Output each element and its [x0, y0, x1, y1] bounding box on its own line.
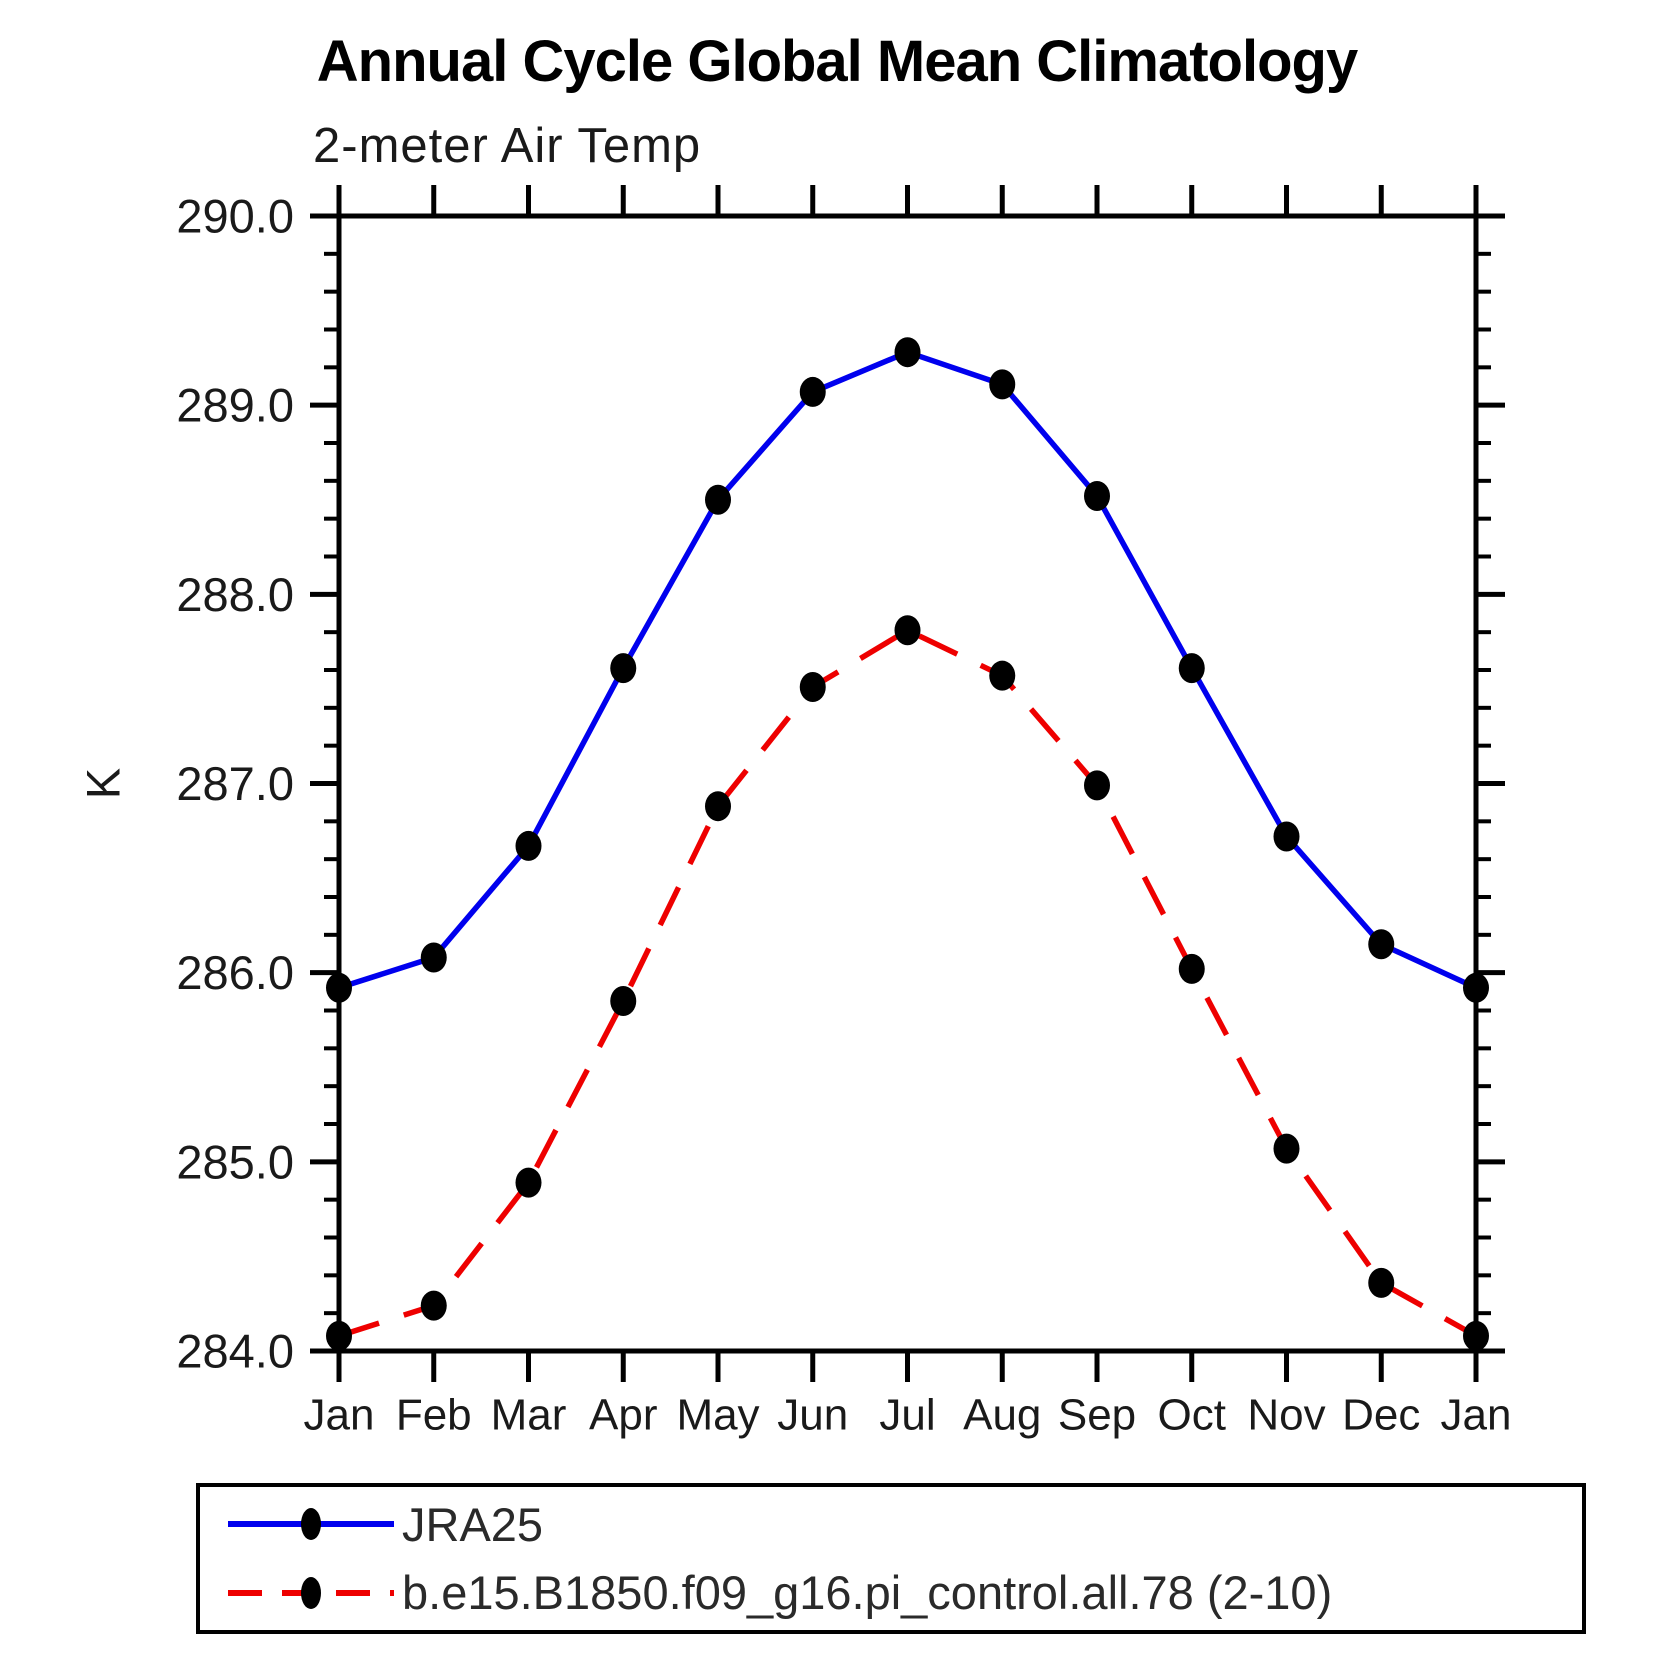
data-point-marker [1273, 821, 1300, 852]
x-tick-label: Jan [1441, 1391, 1512, 1440]
data-point-marker [989, 660, 1016, 691]
y-tick-label: 289.0 [176, 379, 294, 432]
legend-item-model: b.e15.B1850.f09_g16.pi_control.all.78 (2… [200, 1562, 1582, 1624]
y-axis-label: K [77, 768, 130, 799]
data-point-marker [420, 1290, 447, 1321]
data-point-marker [515, 830, 542, 861]
x-tick-label: Apr [589, 1391, 657, 1440]
data-point-marker [1273, 1133, 1300, 1164]
chart-title: Annual Cycle Global Mean Climatology [316, 29, 1358, 94]
y-tick-label: 285.0 [176, 1135, 294, 1188]
x-tick-label: May [676, 1391, 759, 1440]
data-point-marker [1084, 770, 1110, 801]
y-tick-label: 287.0 [176, 757, 294, 810]
data-point-marker [420, 942, 447, 973]
y-tick-label: 290.0 [176, 190, 294, 243]
legend-marker-dot [301, 1508, 321, 1541]
data-point-marker [705, 791, 731, 822]
legend-marker-dot [301, 1576, 321, 1609]
data-point-marker [515, 1167, 542, 1198]
data-point-marker [1368, 1267, 1395, 1298]
x-tick-label: Nov [1247, 1391, 1325, 1440]
y-tick-label: 284.0 [176, 1325, 294, 1378]
y-tick-label: 286.0 [176, 946, 294, 999]
plot-border [336, 213, 1479, 1354]
data-point-marker [1178, 653, 1205, 684]
data-point-marker [326, 1320, 352, 1351]
data-point-marker [610, 986, 637, 1017]
x-tick-label: Aug [963, 1391, 1041, 1440]
chart-subtitle: 2-meter Air Temp [313, 119, 702, 173]
x-tick-label: Jul [879, 1391, 935, 1440]
x-tick-label: Feb [396, 1391, 472, 1440]
legend-line-sample-dashed [228, 1576, 394, 1609]
data-point-marker [1084, 480, 1110, 511]
x-tick-label: Mar [491, 1391, 567, 1440]
series-line-jra25 [338, 349, 1478, 991]
x-tick-label: Dec [1342, 1391, 1420, 1440]
data-point-marker [799, 376, 826, 407]
data-point-marker [894, 337, 921, 368]
legend-label-model: b.e15.B1850.f09_g16.pi_control.all.78 (2… [402, 1566, 1333, 1620]
y-tick-label: 288.0 [176, 568, 294, 621]
legend-item-jra25: JRA25 [200, 1493, 1582, 1555]
data-point-marker [610, 653, 637, 684]
series-line-model [338, 627, 1478, 1339]
data-point-marker [1463, 972, 1489, 1003]
data-point-marker [989, 369, 1016, 400]
data-point-marker [799, 672, 826, 703]
x-tick-label: Jun [777, 1391, 848, 1440]
legend: JRA25 b.e15.B1850.f09_g16.pi_control.all… [196, 1483, 1586, 1634]
data-point-marker [326, 972, 352, 1003]
legend-label-jra25: JRA25 [402, 1497, 544, 1551]
data-point-marker [1368, 929, 1395, 960]
data-point-marker [1178, 953, 1205, 984]
x-tick-label: Oct [1158, 1391, 1226, 1440]
data-point-marker [1463, 1320, 1489, 1351]
legend-line-sample-solid [228, 1508, 394, 1541]
x-tick-label: Jan [304, 1391, 375, 1440]
x-tick-label: Sep [1058, 1391, 1136, 1440]
data-point-marker [705, 484, 731, 515]
data-point-marker [894, 615, 921, 646]
